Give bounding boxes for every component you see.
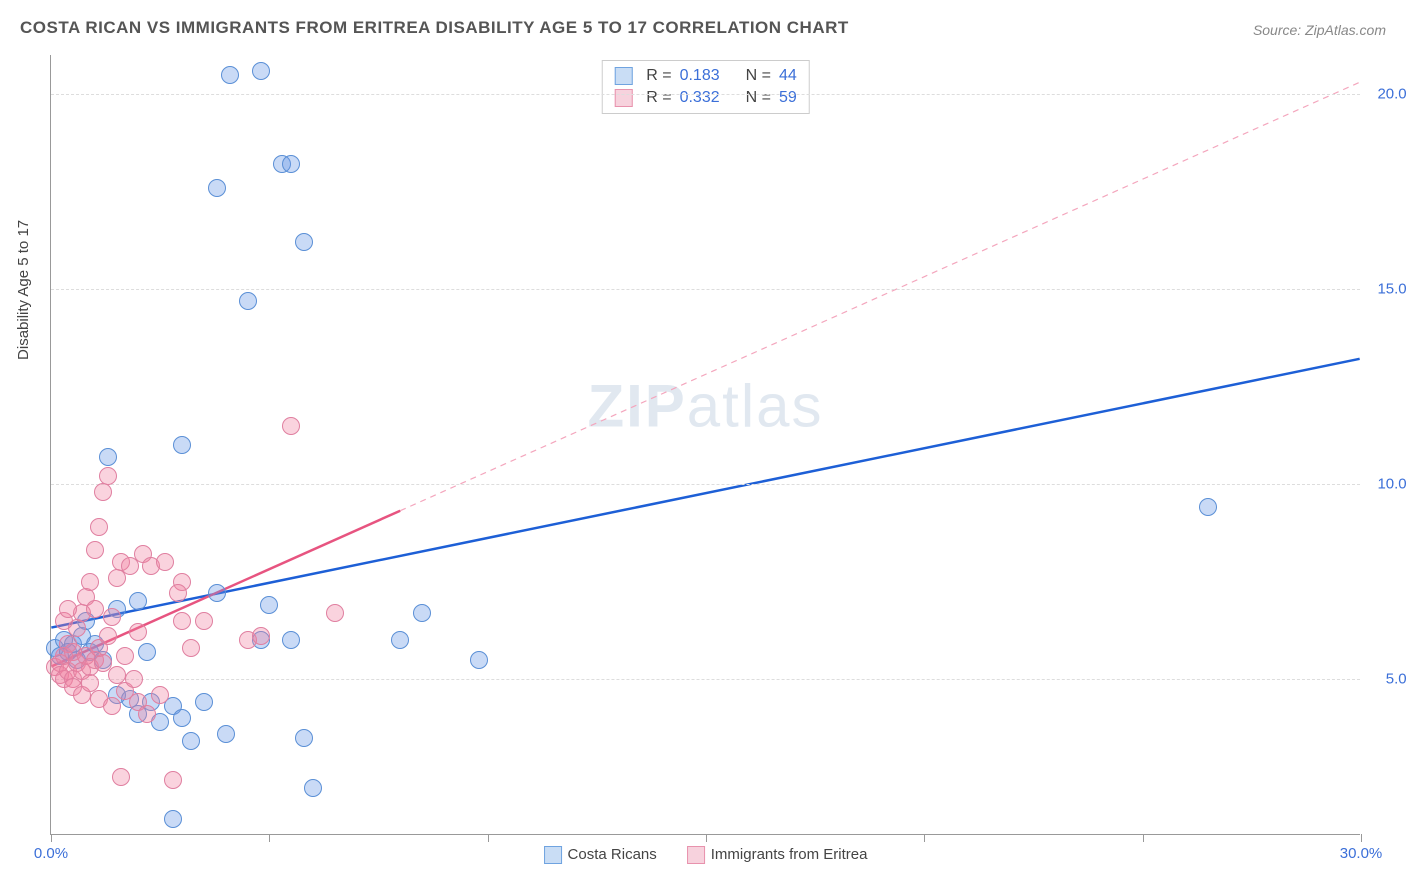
y-tick-label: 10.0% — [1377, 476, 1406, 493]
legend-swatch — [614, 67, 632, 85]
scatter-point — [304, 779, 322, 797]
legend-label: Immigrants from Eritrea — [711, 846, 868, 863]
scatter-point — [173, 709, 191, 727]
n-value: 44 — [779, 67, 797, 85]
x-tick — [488, 834, 489, 842]
scatter-point — [138, 705, 156, 723]
n-label: N = — [746, 89, 771, 107]
scatter-point — [173, 612, 191, 630]
scatter-point — [103, 697, 121, 715]
scatter-point — [90, 518, 108, 536]
scatter-point — [164, 771, 182, 789]
gridline-horizontal — [51, 289, 1360, 290]
x-tick — [1143, 834, 1144, 842]
scatter-point — [129, 592, 147, 610]
scatter-point — [252, 627, 270, 645]
scatter-point — [81, 573, 99, 591]
y-tick-label: 5.0% — [1386, 671, 1406, 688]
scatter-point — [295, 729, 313, 747]
scatter-point — [326, 604, 344, 622]
scatter-point — [86, 541, 104, 559]
scatter-point — [99, 467, 117, 485]
scatter-point — [239, 292, 257, 310]
series-legend: Costa Ricans Immigrants from Eritrea — [544, 846, 868, 864]
x-tick-label: 30.0% — [1340, 845, 1383, 862]
scatter-point — [208, 179, 226, 197]
gridline-horizontal — [51, 94, 1360, 95]
legend-swatch — [687, 846, 705, 864]
watermark-light: atlas — [687, 372, 824, 439]
scatter-point — [208, 584, 226, 602]
x-tick — [924, 834, 925, 842]
r-label: R = — [646, 67, 671, 85]
scatter-point — [86, 600, 104, 618]
trend-line — [400, 82, 1359, 510]
scatter-point — [156, 553, 174, 571]
scatter-point — [151, 686, 169, 704]
r-value: 0.332 — [680, 89, 720, 107]
source-attribution: Source: ZipAtlas.com — [1253, 22, 1386, 38]
n-label: N = — [746, 67, 771, 85]
y-tick-label: 20.0% — [1377, 86, 1406, 103]
scatter-point — [129, 623, 147, 641]
correlation-legend-row: R = 0.183 N = 44 — [614, 65, 797, 87]
legend-item: Costa Ricans — [544, 846, 657, 864]
chart-container: COSTA RICAN VS IMMIGRANTS FROM ERITREA D… — [0, 0, 1406, 892]
watermark-bold: ZIP — [587, 372, 686, 439]
trend-line — [51, 359, 1359, 628]
scatter-point — [221, 66, 239, 84]
scatter-point — [282, 155, 300, 173]
scatter-point — [1199, 498, 1217, 516]
scatter-point — [260, 596, 278, 614]
scatter-point — [99, 627, 117, 645]
scatter-point — [59, 600, 77, 618]
n-value: 59 — [779, 89, 797, 107]
x-tick — [51, 834, 52, 842]
scatter-point — [252, 62, 270, 80]
legend-item: Immigrants from Eritrea — [687, 846, 868, 864]
gridline-horizontal — [51, 679, 1360, 680]
trend-lines-svg — [51, 55, 1360, 834]
r-value: 0.183 — [680, 67, 720, 85]
scatter-point — [164, 810, 182, 828]
scatter-point — [99, 448, 117, 466]
scatter-point — [182, 639, 200, 657]
scatter-point — [217, 725, 235, 743]
scatter-point — [195, 612, 213, 630]
scatter-point — [391, 631, 409, 649]
legend-label: Costa Ricans — [568, 846, 657, 863]
legend-swatch — [614, 89, 632, 107]
scatter-point — [295, 233, 313, 251]
scatter-point — [103, 608, 121, 626]
scatter-point — [182, 732, 200, 750]
correlation-legend-row: R = 0.332 N = 59 — [614, 87, 797, 109]
scatter-point — [125, 670, 143, 688]
chart-title: COSTA RICAN VS IMMIGRANTS FROM ERITREA D… — [20, 18, 849, 38]
scatter-point — [94, 483, 112, 501]
x-tick — [1361, 834, 1362, 842]
x-tick-label: 0.0% — [34, 845, 68, 862]
gridline-horizontal — [51, 484, 1360, 485]
x-tick — [269, 834, 270, 842]
y-tick-label: 15.0% — [1377, 281, 1406, 298]
correlation-legend: R = 0.183 N = 44 R = 0.332 N = 59 — [601, 60, 810, 114]
scatter-point — [173, 436, 191, 454]
scatter-point — [112, 768, 130, 786]
x-tick — [706, 834, 707, 842]
scatter-point — [169, 584, 187, 602]
scatter-point — [282, 631, 300, 649]
scatter-point — [195, 693, 213, 711]
scatter-point — [470, 651, 488, 669]
watermark: ZIPatlas — [587, 371, 823, 440]
legend-swatch — [544, 846, 562, 864]
scatter-point — [413, 604, 431, 622]
scatter-point — [138, 643, 156, 661]
y-axis-title: Disability Age 5 to 17 — [15, 220, 32, 360]
r-label: R = — [646, 89, 671, 107]
scatter-point — [282, 417, 300, 435]
plot-area: ZIPatlas R = 0.183 N = 44 R = 0.332 N = … — [50, 55, 1360, 835]
scatter-point — [116, 647, 134, 665]
